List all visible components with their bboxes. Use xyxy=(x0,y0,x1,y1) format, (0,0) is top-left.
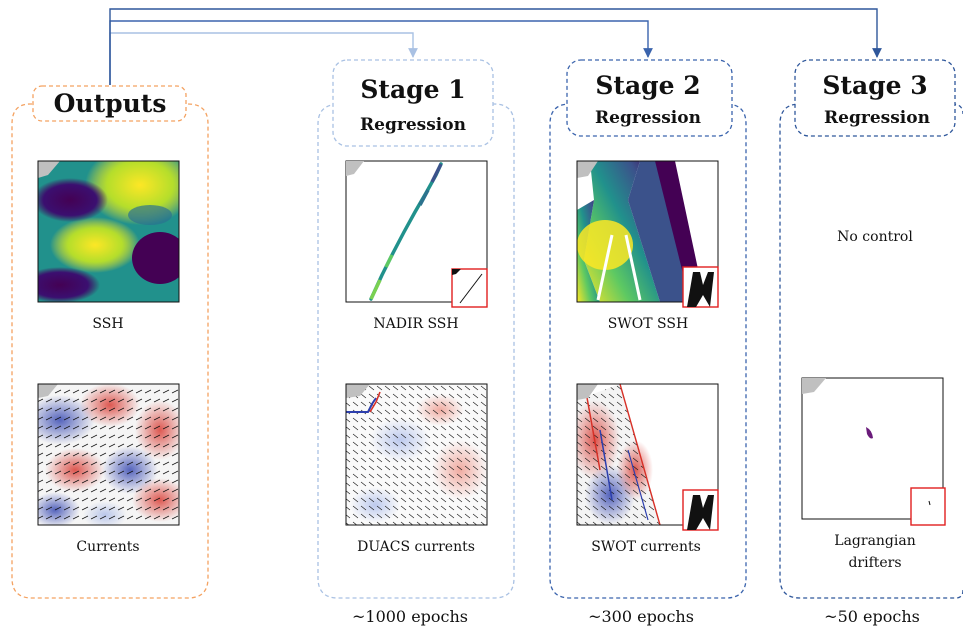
outputs-ssh-map xyxy=(38,161,179,302)
stage3-subtitle: Regression xyxy=(824,108,930,128)
outputs-currents-caption: Currents xyxy=(76,539,139,555)
stage2-epochs: ~300 epochs xyxy=(588,607,694,626)
stage2-panel: Stage 2 Regression SWOT SSH xyxy=(549,59,747,599)
stage1-currents-caption: DUACS currents xyxy=(357,539,475,555)
arrow-to-stage3 xyxy=(109,8,882,85)
stage2-title: Stage 2 xyxy=(595,71,700,100)
stage2-subtitle: Regression xyxy=(595,108,701,128)
stage2-currents-caption: SWOT currents xyxy=(591,539,701,555)
stage3-no-control-label: No control xyxy=(837,229,913,245)
outputs-title: Outputs xyxy=(54,89,167,118)
stage3-currents-caption-line2: drifters xyxy=(848,555,901,571)
stage1-ssh-caption: NADIR SSH xyxy=(373,316,458,332)
outputs-panel: Outputs SSH Curre xyxy=(11,85,209,599)
stage1-nadir-ssh-map xyxy=(345,160,488,308)
feedback-arrows xyxy=(109,8,882,85)
stage1-nadir-inset xyxy=(451,268,488,308)
stage2-ssh-caption: SWOT SSH xyxy=(608,316,688,332)
outputs-title-box xyxy=(32,85,187,122)
stage3-panel: Stage 3 Regression No control Lagrangian… xyxy=(779,59,963,599)
stage3-frame xyxy=(779,103,963,599)
stage2-ssh-inset xyxy=(682,266,719,308)
stage2-title-box xyxy=(566,59,733,137)
stage1-panel: Stage 1 Regression NADIR SSH xyxy=(317,59,515,599)
stage3-currents-caption-line1: Lagrangian xyxy=(834,533,915,549)
stage2-currents-inset xyxy=(682,489,719,531)
outputs-currents-map xyxy=(38,384,179,525)
stage1-subtitle: Regression xyxy=(360,115,466,135)
stage1-title-box xyxy=(332,59,494,147)
outputs-ssh-caption: SSH xyxy=(92,316,123,332)
stage1-frame xyxy=(317,103,515,599)
stage3-drifters-map xyxy=(801,377,946,526)
stage2-frame xyxy=(549,103,747,599)
stage3-title-box xyxy=(794,59,956,137)
stage1-title: Stage 1 xyxy=(360,75,465,104)
stage1-duacs-currents-map xyxy=(346,384,487,525)
stage3-epochs: ~50 epochs xyxy=(824,607,920,626)
outputs-frame xyxy=(11,103,209,599)
stage3-drifters-inset xyxy=(910,487,946,526)
stage3-title: Stage 3 xyxy=(822,71,927,100)
stage1-epochs: ~1000 epochs xyxy=(352,607,468,626)
